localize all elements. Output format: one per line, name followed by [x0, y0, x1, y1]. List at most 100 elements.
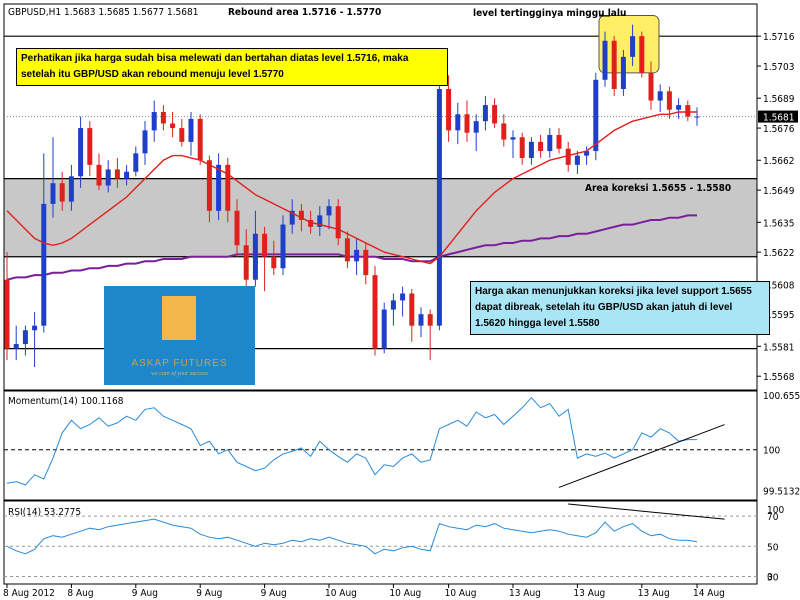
rsi-tick-label: 0 [767, 572, 773, 583]
candle-body [400, 293, 406, 301]
candle-body [409, 293, 415, 326]
candle-body [464, 114, 470, 133]
rsi-tick-label: 30 [767, 572, 779, 583]
rsi-tick-label: 100 [767, 505, 784, 516]
candle-body [547, 134, 553, 152]
candle-body [4, 279, 10, 349]
candle-body [262, 233, 268, 257]
candle-body [133, 153, 139, 172]
zone-label: Area koreksi 1.5655 - 1.5580 [585, 183, 731, 194]
candle-body [326, 206, 332, 216]
candle-body [335, 206, 341, 239]
candle-body [639, 36, 645, 73]
candle-body [372, 275, 378, 349]
candle-body [50, 183, 56, 204]
candle-body [96, 164, 102, 186]
rsi-line [6, 518, 698, 555]
candle-body [620, 56, 626, 90]
candle-body [41, 203, 47, 326]
correction-zone [4, 178, 757, 257]
momentum-tick-label: 100 [763, 446, 780, 457]
y-tick-label: 1.5676 [763, 124, 795, 135]
candle-body [657, 91, 663, 101]
logo-emblem-icon [162, 296, 196, 340]
candle-body [436, 89, 442, 326]
candle-body [666, 91, 672, 110]
candle-body [280, 224, 286, 269]
rsi-trendline [568, 503, 725, 520]
candle-body [32, 325, 38, 331]
y-tick-label: 1.5568 [763, 372, 795, 383]
rsi-panel [3, 500, 758, 585]
candle-body [510, 137, 516, 140]
candle-body [501, 123, 507, 140]
current-price-label: 1.5681 [763, 113, 794, 124]
rsi-tick-label: 70 [767, 512, 779, 523]
candle-body [22, 330, 28, 345]
candle-body [538, 141, 544, 152]
x-tick-label: 14 Aug [693, 588, 725, 599]
candle-body [243, 245, 249, 280]
x-tick-label: 9 Aug [261, 588, 287, 599]
candle-body [344, 238, 350, 262]
x-tick-label: 8 Aug [67, 588, 93, 599]
slow-moving-average [6, 214, 697, 281]
candle-body [289, 210, 295, 225]
momentum-trendline [558, 424, 725, 488]
momentum-tick-label: 99.5132 [763, 487, 800, 498]
momentum-tick-label: 100.6552 [763, 391, 800, 402]
momentum-line [6, 396, 697, 486]
candle-body [630, 36, 636, 57]
candle-body [225, 164, 231, 211]
candle-body [59, 183, 65, 202]
y-tick-label: 1.5581 [763, 342, 794, 353]
candle-body [446, 89, 452, 131]
logo-name: ASKAP FUTURES [131, 358, 228, 369]
candle-body [151, 111, 157, 131]
x-tick-label: 13 Aug [573, 588, 605, 599]
momentum-label: Momentum(14) 100.1168 [8, 396, 124, 407]
candle-body [142, 130, 148, 154]
x-tick-label: 10 Aug [445, 588, 477, 599]
candle-body [685, 105, 691, 117]
chart-title: Rebound area 1.5716 - 1.5770 [228, 7, 381, 18]
candle-body [234, 210, 240, 246]
fast-moving-average [6, 111, 697, 265]
candle-body [13, 344, 19, 349]
candle-body [105, 169, 111, 186]
logo-tagline: we care of your success [151, 371, 208, 377]
candle-body [482, 105, 488, 122]
candle-body [78, 128, 84, 177]
candle-body [206, 160, 212, 211]
peak-highlight [598, 14, 660, 74]
candle-body [363, 249, 369, 276]
x-tick-label: 9 Aug [132, 588, 158, 599]
candle-body [676, 105, 682, 110]
chart-header: GBPUSD,H1 1.5683 1.5685 1.5677 1.5681 [8, 7, 198, 18]
candle-body [381, 309, 387, 349]
rebound-note: Perhatikan jika harga sudah bisa melewat… [16, 48, 448, 86]
candle-body [648, 72, 654, 101]
candle-body [197, 118, 203, 161]
y-tick-label: 1.5595 [763, 310, 794, 321]
candle-body [170, 123, 176, 129]
rsi-tick-label: 50 [767, 542, 779, 553]
x-tick-label: 10 Aug [389, 588, 421, 599]
candle-body [216, 164, 222, 211]
y-tick-label: 1.5689 [763, 94, 795, 105]
x-tick-label: 8 Aug 2012 [3, 588, 55, 599]
candle-body [611, 40, 617, 90]
x-tick-label: 10 Aug [325, 588, 357, 599]
candle-body [271, 256, 277, 269]
candle-body [114, 169, 120, 179]
momentum-panel [3, 390, 758, 501]
y-tick-label: 1.5635 [763, 218, 794, 229]
candle-body [528, 141, 534, 158]
x-tick-label: 13 Aug [509, 588, 541, 599]
candle-body [427, 314, 433, 326]
candle-body [160, 111, 166, 124]
candle-body [593, 79, 599, 152]
candle-body [492, 105, 498, 124]
candle-body [87, 128, 93, 165]
peak-label: level tertingginya minggu lalu [473, 8, 626, 19]
